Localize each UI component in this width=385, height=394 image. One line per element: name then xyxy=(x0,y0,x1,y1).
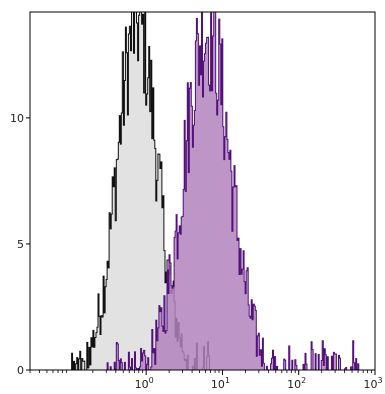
x-tick-label: 100 xyxy=(135,376,154,391)
y-tick-label: 0 xyxy=(17,364,24,377)
y-tick-label: 10 xyxy=(10,112,24,125)
series-layer xyxy=(30,11,375,371)
plot-frame xyxy=(29,11,376,371)
histogram-series-2 xyxy=(30,11,375,371)
x-tick-label: 103 xyxy=(363,376,382,391)
tick-layer: 0 5 10 100 101 102 103 xyxy=(10,112,383,391)
histogram-fill-1 xyxy=(30,12,375,370)
x-tick-label: 101 xyxy=(211,376,230,391)
histogram-fill-2 xyxy=(30,12,375,370)
x-tick-label: 102 xyxy=(287,376,306,391)
y-tick-label: 5 xyxy=(17,238,24,251)
